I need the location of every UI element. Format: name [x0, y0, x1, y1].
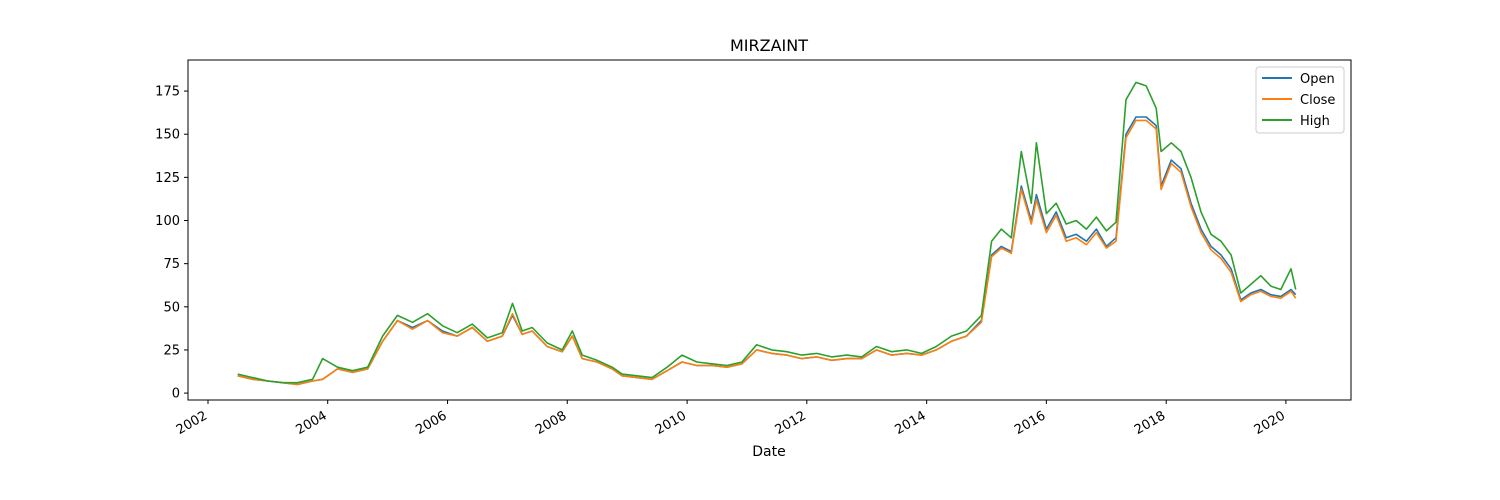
y-tick-label: 75	[163, 257, 180, 272]
y-tick-label: 100	[155, 214, 180, 229]
series-line-close	[237, 119, 1297, 386]
y-tick-label: 0	[172, 387, 180, 402]
y-tick-label: 125	[155, 171, 180, 186]
x-tick-label: 2006	[413, 408, 449, 438]
legend-label-open: Open	[1300, 72, 1335, 87]
y-tick-label: 150	[155, 128, 180, 143]
y-tick-label: 50	[163, 300, 180, 315]
x-axis-title: Date	[752, 444, 785, 460]
series-layer	[237, 81, 1297, 386]
chart-title: MIRZAINT	[730, 36, 808, 55]
x-tick-label: 2012	[773, 408, 809, 438]
x-tick-label: 2010	[653, 408, 689, 438]
plot-area-frame	[187, 59, 1352, 401]
x-tick-label: 2016	[1012, 408, 1048, 438]
y-axis: 0 25 50 75 100 125 150 175	[155, 85, 188, 402]
x-tick-label: 2018	[1132, 408, 1168, 438]
legend-label-high: High	[1300, 114, 1330, 129]
x-axis: 2002 2004 2006 2008 2010 2012 2014 2016 2018 2020	[174, 400, 1288, 438]
series-line-high	[237, 81, 1297, 384]
legend: Open Close High	[1255, 66, 1345, 134]
x-tick-label: 2014	[892, 408, 928, 438]
legend-label-close: Close	[1300, 93, 1335, 108]
legend-box	[1255, 66, 1345, 134]
x-tick-label: 2008	[533, 408, 569, 438]
x-tick-label: 2002	[174, 408, 210, 438]
y-tick-label: 25	[163, 343, 180, 358]
y-tick-label: 175	[155, 85, 180, 100]
x-tick-label: 2004	[294, 408, 330, 438]
x-tick-label: 2020	[1252, 408, 1288, 438]
series-line-open	[237, 116, 1297, 386]
